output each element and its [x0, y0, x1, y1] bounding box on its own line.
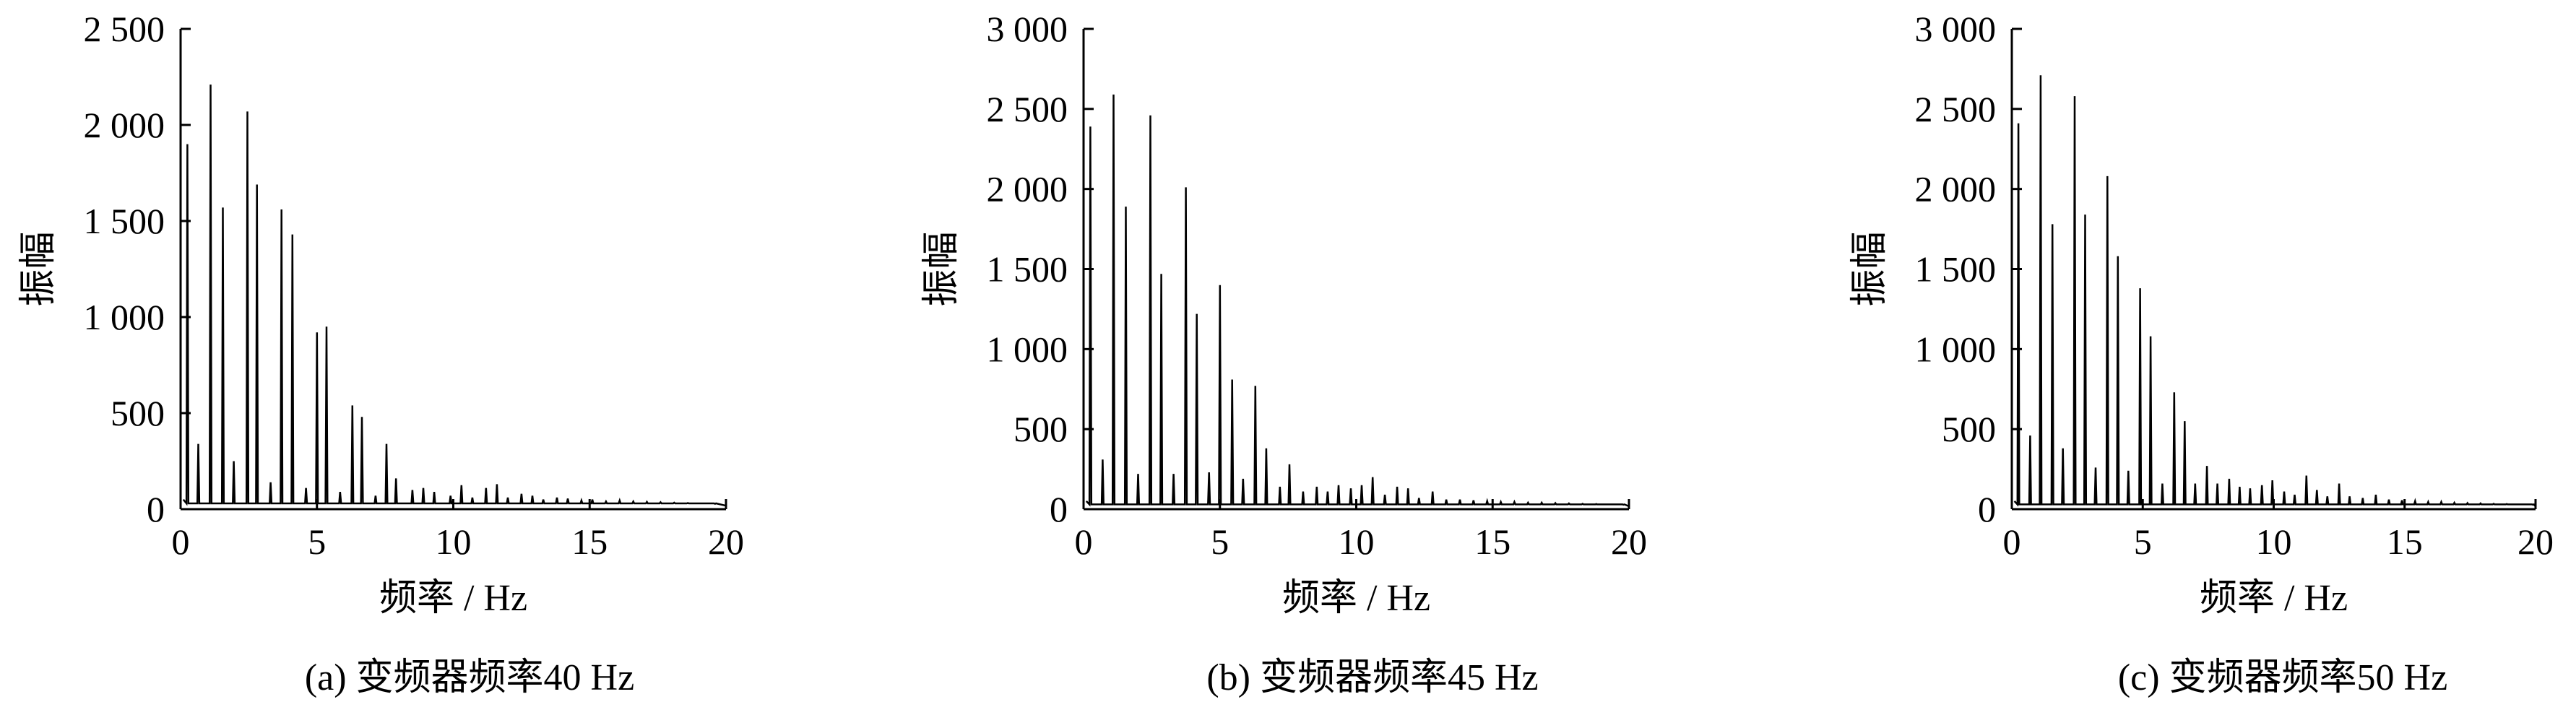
x-tick-label: 20 [1611, 521, 1647, 562]
y-tick-label: 0 [1050, 489, 1068, 529]
y-tick-label: 1 000 [987, 329, 1068, 369]
y-axis-title: 振幅 [18, 231, 59, 306]
panel-c: 0 500 1 000 1 500 2 000 2 500 3 000 0 5 10 15 20 频率 … [1849, 9, 2554, 698]
y-tick-label: 2 000 [84, 105, 165, 145]
x-tick-label: 15 [2387, 521, 2423, 562]
spectrum-line [1086, 95, 1629, 506]
y-tick-label: 2 000 [1915, 169, 1997, 209]
y-tick-label: 0 [147, 489, 165, 529]
panel-b: 0 500 1 000 1 500 2 000 2 500 3 000 0 5 10 15 20 频率 … [921, 9, 1647, 698]
x-tick-label: 0 [2003, 521, 2021, 562]
x-tick-label: 20 [2517, 521, 2554, 562]
x-axis-title: 频率 / Hz [379, 578, 527, 619]
x-tick-label: 5 [2134, 521, 2152, 562]
y-axis-title: 振幅 [921, 231, 962, 306]
panel-caption: (c) 变频器频率50 Hz [2118, 657, 2447, 698]
panel-caption: (a) 变频器频率40 Hz [305, 657, 634, 698]
y-tick-label: 2 500 [987, 89, 1068, 129]
x-tick-label: 10 [2256, 521, 2292, 562]
spectrum-line [2015, 75, 2536, 506]
y-tick-label: 500 [111, 393, 165, 433]
y-tick-label: 2 000 [987, 169, 1068, 209]
y-tick-label: 1 500 [84, 201, 165, 241]
panel-caption: (b) 变频器频率45 Hz [1206, 657, 1538, 698]
y-tick-label: 1 000 [1915, 329, 1997, 369]
y-tick-label: 2 500 [1915, 89, 1997, 129]
x-tick-label: 10 [436, 521, 472, 562]
x-tick-label: 20 [708, 521, 744, 562]
x-tick-label: 15 [571, 521, 608, 562]
y-tick-label: 3 000 [1915, 9, 1997, 49]
y-tick-label: 1 500 [1915, 249, 1997, 290]
panel-a: 0 500 1 000 1 500 2 000 2 500 0 5 10 15 20 频率 / Hz 振… [18, 9, 744, 698]
x-tick-label: 5 [308, 521, 326, 562]
spectrum-line [183, 84, 726, 506]
y-axis-title: 振幅 [1849, 231, 1890, 306]
y-tick-label: 1 500 [987, 249, 1068, 290]
y-tick-label: 1 000 [84, 297, 165, 337]
x-tick-label: 10 [1339, 521, 1375, 562]
y-tick-label: 3 000 [987, 9, 1068, 49]
x-axis-title: 频率 / Hz [2200, 578, 2348, 619]
x-tick-label: 0 [172, 521, 190, 562]
y-tick-label: 500 [1013, 409, 1068, 449]
y-tick-label: 2 500 [84, 9, 165, 49]
y-tick-label: 500 [1942, 409, 1996, 449]
x-tick-label: 5 [1211, 521, 1229, 562]
x-axis-title: 频率 / Hz [1282, 578, 1430, 619]
y-tick-label: 0 [1978, 489, 1996, 529]
x-tick-label: 15 [1474, 521, 1510, 562]
x-tick-label: 0 [1075, 521, 1093, 562]
